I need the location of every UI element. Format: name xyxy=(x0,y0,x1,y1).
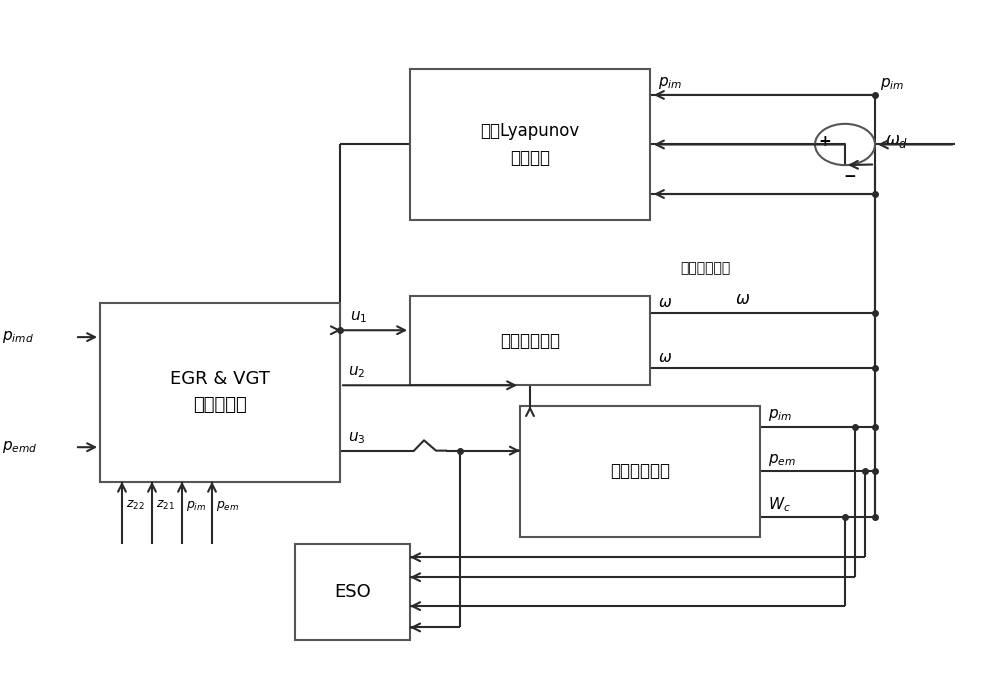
Text: −: − xyxy=(844,169,856,184)
Text: 负载、摩擦等: 负载、摩擦等 xyxy=(680,261,730,275)
Text: $\omega$: $\omega$ xyxy=(658,350,672,365)
FancyBboxPatch shape xyxy=(410,296,650,385)
Text: $p_{im}$: $p_{im}$ xyxy=(658,75,682,91)
Text: $p_{im}$: $p_{im}$ xyxy=(186,499,206,513)
Text: $\omega$: $\omega$ xyxy=(735,290,750,308)
Text: +: + xyxy=(818,133,831,149)
FancyBboxPatch shape xyxy=(520,406,760,537)
Text: $W_c$: $W_c$ xyxy=(768,495,791,514)
Text: $p_{im}$: $p_{im}$ xyxy=(768,407,792,423)
Text: 转速回路模型: 转速回路模型 xyxy=(500,332,560,350)
FancyBboxPatch shape xyxy=(100,303,340,482)
Text: $p_{em}$: $p_{em}$ xyxy=(768,452,796,468)
Text: $\omega_d$: $\omega_d$ xyxy=(885,132,908,150)
Text: $p_{im}$: $p_{im}$ xyxy=(880,76,904,92)
Text: ESO: ESO xyxy=(334,583,371,601)
FancyBboxPatch shape xyxy=(295,544,410,640)
Text: 气体回路模型: 气体回路模型 xyxy=(610,462,670,480)
Text: $u_3$: $u_3$ xyxy=(348,430,366,446)
Text: $u_2$: $u_2$ xyxy=(348,365,365,380)
Text: $\omega$: $\omega$ xyxy=(658,294,672,310)
Text: EGR & VGT
滑模控制器: EGR & VGT 滑模控制器 xyxy=(170,370,270,414)
Text: 基于Lyapunov
的控制器: 基于Lyapunov 的控制器 xyxy=(480,122,580,166)
Text: $p_{imd}$: $p_{imd}$ xyxy=(2,329,34,345)
Text: $z_{21}$: $z_{21}$ xyxy=(156,499,175,513)
Text: $u_1$: $u_1$ xyxy=(350,309,367,325)
FancyBboxPatch shape xyxy=(410,69,650,220)
Text: $p_{em}$: $p_{em}$ xyxy=(216,499,239,513)
Text: $p_{emd}$: $p_{emd}$ xyxy=(2,439,37,455)
Text: $z_{22}$: $z_{22}$ xyxy=(126,499,145,513)
